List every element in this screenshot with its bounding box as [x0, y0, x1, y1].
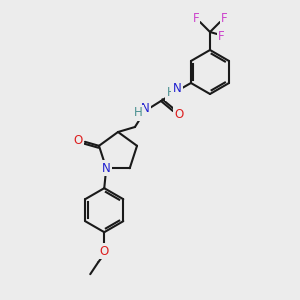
Text: F: F — [193, 13, 199, 26]
Text: F: F — [221, 13, 227, 26]
Text: O: O — [100, 245, 109, 258]
Text: H: H — [134, 106, 142, 119]
Text: O: O — [174, 107, 184, 121]
Text: H: H — [167, 86, 175, 100]
Text: N: N — [141, 101, 149, 115]
Text: N: N — [102, 162, 111, 175]
Text: F: F — [218, 31, 224, 44]
Text: N: N — [172, 82, 181, 94]
Text: O: O — [74, 134, 82, 147]
